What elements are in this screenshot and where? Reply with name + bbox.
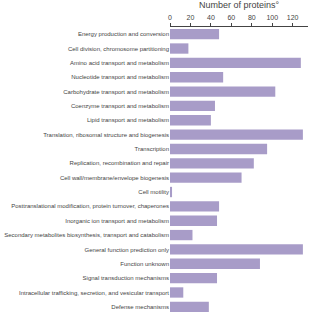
svg-text:120: 120 — [287, 14, 299, 21]
svg-text:Cell motility: Cell motility — [138, 189, 169, 195]
svg-text:Function unknown: Function unknown — [120, 261, 169, 267]
svg-text:Secondary metabolites biosynth: Secondary metabolites biosynthesis, tran… — [4, 232, 169, 238]
svg-text:Cell division, chromosome part: Cell division, chromosome partitioning — [68, 46, 169, 52]
svg-text:Cell wall/membrane/envelope bi: Cell wall/membrane/envelope biogenesis — [60, 175, 169, 181]
svg-text:Signal transduction mechanisms: Signal transduction mechanisms — [83, 275, 169, 281]
svg-text:Carbohydrate transport and met: Carbohydrate transport and metabolism — [63, 89, 169, 95]
svg-text:Intracellular trafficking, sec: Intracellular trafficking, secretion, an… — [19, 290, 169, 296]
svg-text:Posttranslational modification: Posttranslational modification, protein … — [11, 203, 169, 209]
svg-text:Defense mechanisms: Defense mechanisms — [111, 304, 169, 310]
svg-text:Nucleotide transport and metab: Nucleotide transport and metabolism — [71, 74, 169, 80]
svg-text:40: 40 — [207, 14, 215, 21]
svg-text:100: 100 — [266, 14, 278, 21]
svg-text:60: 60 — [227, 14, 235, 21]
svg-text:Lipid transport and metabolism: Lipid transport and metabolism — [87, 117, 169, 123]
svg-text:Energy production and conversi: Energy production and conversion — [78, 31, 169, 37]
svg-text:General function prediction on: General function prediction only — [85, 247, 169, 253]
svg-text:Translation, ribosomal structu: Translation, ribosomal structure and bio… — [43, 132, 169, 138]
svg-text:Number of proteins°: Number of proteins° — [199, 0, 280, 10]
svg-text:Transcription: Transcription — [135, 146, 169, 152]
svg-text:20: 20 — [187, 14, 195, 21]
svg-text:80: 80 — [248, 14, 256, 21]
svg-text:Inorganic ion transport and me: Inorganic ion transport and metabolism — [65, 218, 169, 224]
svg-text:0: 0 — [168, 14, 172, 21]
svg-text:Replication, recombination and: Replication, recombination and repair — [70, 160, 169, 166]
svg-text:Coenzyme transport and metabol: Coenzyme transport and metabolism — [71, 103, 169, 109]
svg-text:Amino acid transport and metab: Amino acid transport and metabolism — [70, 60, 169, 66]
